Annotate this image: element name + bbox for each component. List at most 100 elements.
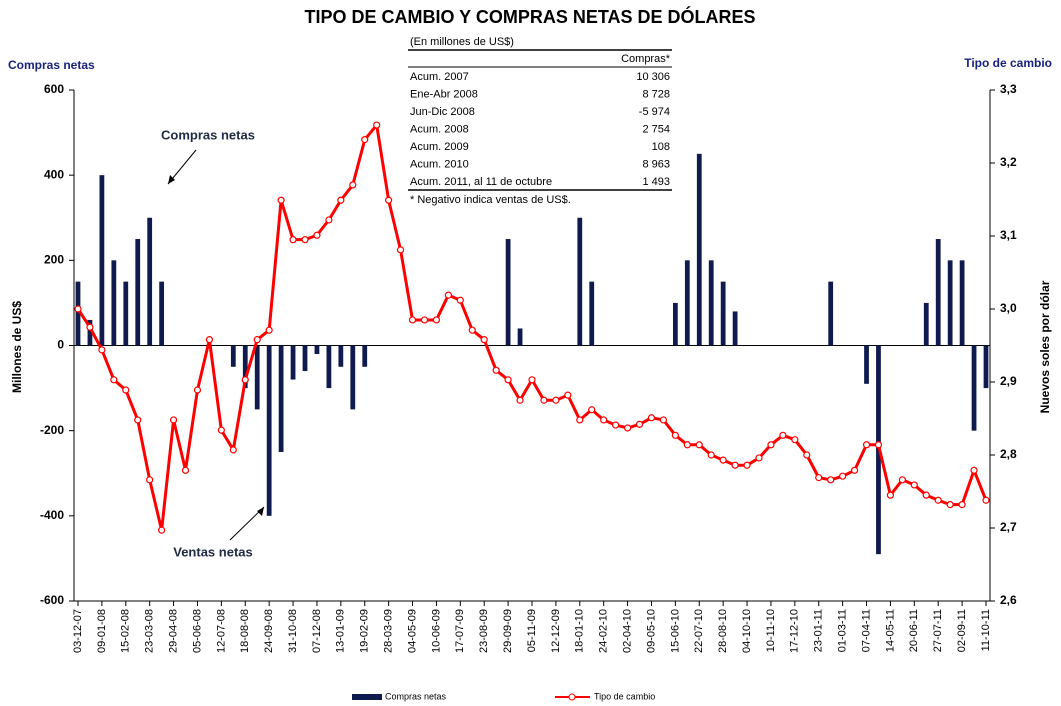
bar [696,153,702,346]
line-marker [98,346,106,354]
bar [278,345,284,452]
table-header: Compras* [621,53,671,65]
chart-title: TIPO DE CAMBIO Y COMPRAS NETAS DE DÓLARE… [304,6,755,27]
line-marker [803,451,811,459]
line-marker [946,501,954,509]
line-marker [301,236,309,244]
bar [517,328,523,346]
annotation: Ventas netas [173,544,253,559]
x-tick-label: 04-05-09 [406,609,418,653]
line-marker [719,456,727,464]
x-tick-label: 23-08-09 [478,609,490,653]
line-marker [683,441,691,449]
x-tick-label: 28-08-10 [717,609,729,653]
bar [672,302,678,346]
table-cell: Acum. 2007 [410,71,469,83]
x-tick-label: 18-08-08 [239,609,251,653]
y-tick-label: -600 [40,593,64,607]
bar [684,260,690,346]
bar [828,281,834,346]
bar [254,345,260,410]
y-axis-label: Millones de US$ [10,301,24,393]
x-tick-label: 07-04-11 [860,609,872,652]
line-marker [647,414,656,422]
table-cell: 8 963 [642,158,670,170]
line-marker [695,441,703,449]
x-tick-label: 13-01-09 [335,609,347,653]
annotation-arrow [229,506,265,541]
line-marker [169,416,178,424]
y-tick-label: 0 [57,338,64,352]
bar [577,217,583,346]
bar [326,345,332,389]
line-marker [492,366,500,374]
line-marker [850,466,859,474]
line-marker [86,323,94,331]
line-marker [540,396,548,404]
line-marker [193,386,202,394]
line-marker [707,451,715,459]
x-tick-label: 12-12-09 [550,609,562,653]
bar [935,239,941,346]
line-marker [552,396,560,404]
table-background [405,34,675,209]
line-marker [588,406,596,414]
line-marker [265,326,273,334]
bar [159,281,165,346]
line-marker [444,291,452,299]
table-cell: 8 728 [642,88,670,100]
bar [959,260,965,346]
x-tick-label: 29-09-09 [502,609,514,653]
bar [362,345,368,367]
x-tick-label: 20-06-11 [908,609,920,652]
bar [864,345,869,384]
x-tick-label: 03-12-07 [72,609,84,653]
legend-swatch [352,694,382,700]
line-marker [755,454,763,462]
line-marker [635,420,644,428]
y2-axis-label: Nuevos soles por dólar [1038,280,1052,413]
x-tick-label: 23-03-08 [144,609,156,653]
table-cell: Acum. 2010 [410,158,469,170]
line-marker [229,446,237,454]
line-marker [158,526,166,534]
legend-label: Tipo de cambio [594,691,655,701]
line-marker [277,196,285,204]
line-marker [791,436,799,444]
plot: -600 -400 -200 0 200 400 600 2,6 2,7 2,8 2,9 3,0 3,1… [40,82,1017,653]
line-marker [600,416,608,424]
line-marker [468,326,476,334]
table-cell: Acum. 2008 [410,123,469,135]
line-marker [564,391,572,399]
line-marker [313,231,321,239]
y-axis-caption: Compras netas [8,58,95,72]
x-tick-label: 12-07-08 [215,609,227,653]
bar [720,281,726,346]
x-tick-label: 05-11-09 [526,609,538,652]
bar [87,319,93,346]
line-marker [671,431,679,439]
y2-tick-label: 2,6 [1000,593,1017,607]
line-marker [289,236,297,244]
line-marker [886,491,895,499]
legend-label: Compras netas [385,691,447,701]
bar [75,281,81,346]
y2-tick-label: 2,8 [1000,447,1017,461]
y-tick-label: -400 [40,508,64,522]
bar [302,345,308,372]
line-marker [122,386,130,394]
summary-table: (En millones de US$) Compras* * Negativo… [405,34,675,209]
line-marker [767,441,775,449]
line-marker [779,431,787,439]
bar [338,345,344,367]
y2-tick-label: 3,3 [1000,82,1017,96]
y-tick-label: 200 [44,253,64,267]
y2-tick-label: 3,1 [1000,228,1017,242]
x-tick-label: 17-07-09 [454,609,466,653]
bar [123,281,129,346]
bar [983,345,989,389]
bar [99,175,105,346]
bar [290,345,296,380]
x-tick-label: 18-01-10 [574,609,586,653]
line-marker [731,461,739,469]
